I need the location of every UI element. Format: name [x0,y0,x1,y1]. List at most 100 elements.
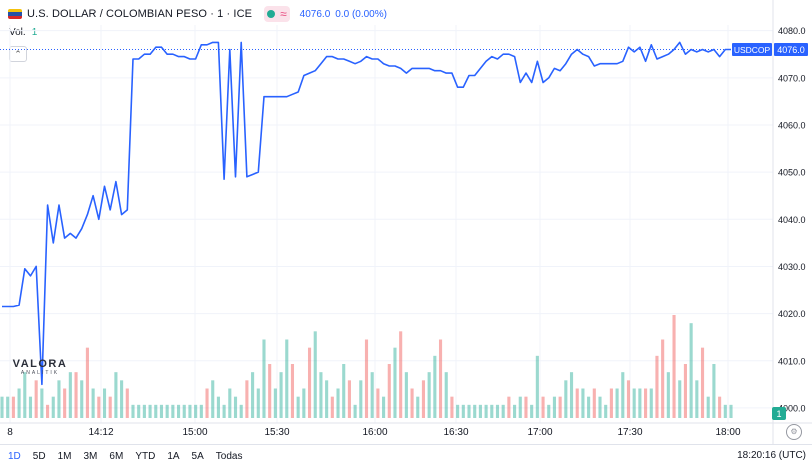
volume-bar [80,380,84,418]
volume-bar [313,331,317,418]
volume-bar [581,388,585,418]
volume-bar [461,404,465,418]
y-tick-label: 4080.0 [778,26,806,36]
y-tick-label: 4070.0 [778,73,806,83]
volume-bar [325,380,329,418]
wave-icon: ≈ [280,7,287,21]
market-open-icon [267,10,276,18]
volume-bar [11,396,15,418]
volume-bar [456,404,460,418]
volume-bar [706,396,710,418]
symbol-tag-bg [732,43,772,57]
volume-bar [296,396,300,418]
volume-bar [159,404,164,418]
volume-bar [336,388,340,418]
volume-bar [63,388,67,418]
volume-bar [655,355,659,418]
volume-bar [473,404,477,418]
volume-bar [359,380,363,418]
range-toolbar: 1D 5D 1M 3M 6M YTD 1A 5A Todas 18:20:16 (UTC) [0,444,812,468]
volume-bar [342,364,346,418]
range-1d[interactable]: 1D [8,451,21,462]
x-tick-label: 8 [7,427,13,438]
price-change: 0.0 (0.00%) [335,8,387,20]
volume-bar [74,372,78,418]
volume-bar [592,388,596,418]
volume-bar [290,364,295,418]
range-todas[interactable]: Todas [215,451,243,462]
volume-legend[interactable]: Vol. 1 [9,27,37,38]
volume-bar [683,364,687,418]
range-6m[interactable]: 6M [109,451,124,462]
volume-bar [228,388,232,418]
symbol-title[interactable]: U.S. DOLLAR / COLOMBIAN PESO · 1 · ICE [27,8,253,20]
y-tick-label: 4020.0 [778,309,806,319]
volume-bar [347,380,351,418]
volume-bar [319,372,323,418]
y-tick-label: 4060.0 [778,120,806,130]
price-volume-chart[interactable]: 4000.0 4010.0 4020.0 4030.0 4040.0 4050.0 4060… [0,0,812,444]
volume-bar [194,404,198,418]
volume-bar [273,388,277,418]
range-1m[interactable]: 1M [57,451,72,462]
volume-bar [700,347,705,418]
utc-clock[interactable]: 18:20:16 (UTC) [737,450,806,461]
volume-bar [695,380,699,418]
y-tick-label: 4050.0 [778,168,806,178]
volume-bar [427,372,431,418]
volume-bar [433,355,437,418]
volume-bar [216,396,220,418]
y-tick-label: 4000.0 [778,403,806,413]
x-tick-label: 16:00 [362,427,387,438]
range-5d[interactable]: 5D [32,451,46,462]
volume-bar [404,372,408,418]
volume-bar [211,380,215,418]
valora-watermark: VALORA ANALITIK [10,358,70,376]
volume-bar [256,388,260,418]
volume-bar [142,404,146,418]
volume-bar [114,372,118,418]
volume-bar [564,380,568,418]
range-buttons: 1D 5D 1M 3M 6M YTD 1A 5A Todas [0,449,246,464]
x-tick-label: 18:00 [715,427,740,438]
x-tick-label: 15:30 [264,427,289,438]
volume-bar [666,372,670,418]
volume-bar [609,388,613,418]
volume-label: Vol. [9,27,26,38]
volume-bar [535,355,539,418]
volume-bar [0,396,4,418]
range-3m[interactable]: 3M [83,451,98,462]
volume-bar [137,404,141,418]
volume-bar [387,364,391,418]
volume-bar [552,396,556,418]
volume-bar [279,372,283,418]
us-colombia-flag-icon [8,9,22,19]
volume-bar [68,372,72,418]
volume-bar [108,396,112,418]
volume-bar [154,404,158,418]
volume-bar [484,404,488,418]
y-tick-label: 4030.0 [778,262,806,272]
settings-gear-icon[interactable]: ⚙ [786,424,802,440]
range-ytd[interactable]: YTD [135,451,156,462]
volume-bar [199,404,203,418]
volume-bar [28,396,33,418]
volume-bar [495,404,500,418]
volume-bar [233,396,238,418]
volume-bar [177,404,181,418]
volume-bar [370,372,374,418]
volume-bar [524,396,528,418]
volume-bar [393,347,397,418]
volume-bar [450,396,454,418]
range-1a[interactable]: 1A [167,451,180,462]
range-5a[interactable]: 5A [191,451,204,462]
volume-bar [421,380,426,418]
volume-bar [205,388,209,418]
volume-bar [661,339,665,418]
volume-bar [718,396,722,418]
volume-bar [712,364,716,418]
market-status-pill[interactable]: ≈ [264,6,290,22]
watermark-brand: VALORA [12,358,68,370]
volume-bar [239,404,243,418]
volume-bar [399,331,403,418]
